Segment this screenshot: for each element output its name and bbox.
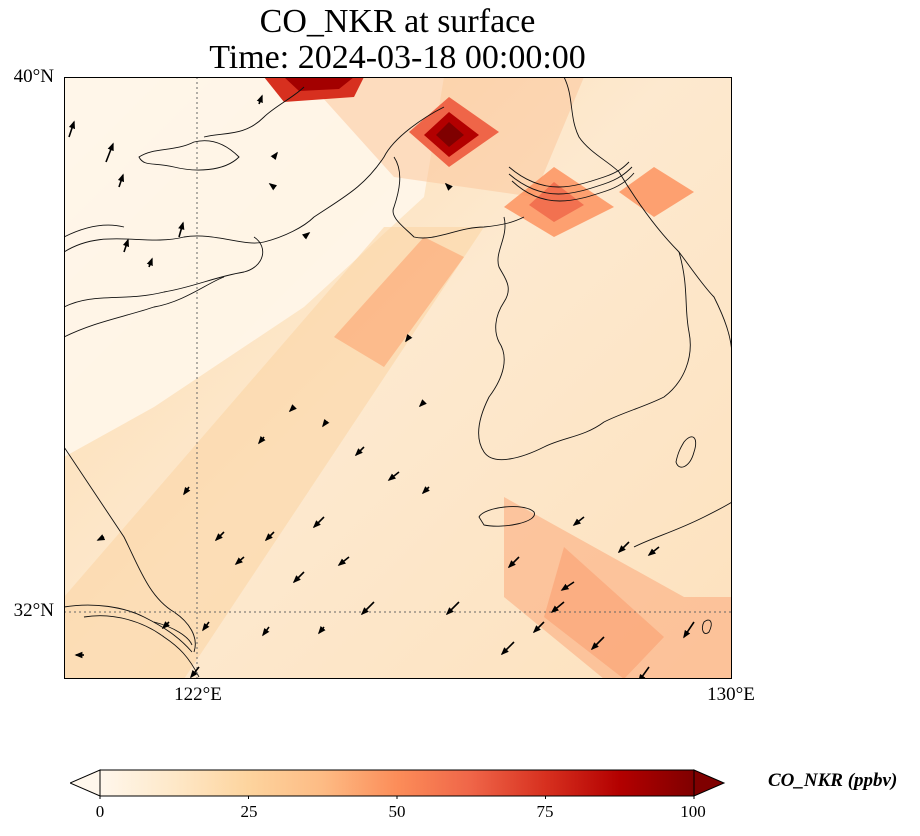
wind-arrow [312, 516, 325, 529]
colorbar-tick-0: 0 [95, 802, 105, 821]
wind-arrow [638, 666, 650, 678]
wind-arrow [354, 446, 365, 457]
coastline-tsushima [675, 436, 697, 468]
wind-arrow [317, 626, 326, 635]
coastline-peninsula [138, 140, 240, 171]
wind-arrow [270, 151, 278, 161]
colorbar-extend-min [70, 769, 101, 797]
chart-subtitle-time: Time: 2024-03-18 00:00:00 [209, 39, 586, 76]
coastline-shandong-north [64, 236, 264, 308]
colorbar-tick-50: 50 [388, 802, 406, 821]
wind-arrow [507, 556, 520, 569]
chart-title: CO_NKR at surface [259, 3, 536, 40]
wind-arrow [387, 471, 400, 481]
wind-arrow [532, 621, 545, 634]
wind-arrow [146, 257, 153, 268]
wind-arrow [572, 516, 585, 526]
wind-arrow [647, 546, 660, 556]
coastlines [64, 77, 731, 678]
low-concentration-region [64, 77, 444, 457]
wind-arrow [617, 541, 630, 554]
ytick-40n: 40°N [13, 66, 54, 87]
coastline-yangtze-north [64, 604, 193, 653]
wind-vectors [68, 94, 695, 678]
wind-arrow [360, 601, 375, 616]
wind-arrow [202, 621, 210, 632]
wind-arrow [683, 621, 695, 639]
east-china-sea-plume [504, 497, 731, 678]
yellow-sea-plume [334, 237, 464, 367]
wind-arrow [256, 94, 263, 105]
wind-arrow [288, 404, 297, 413]
wind-arrow [68, 120, 76, 138]
wind-arrow [550, 601, 565, 614]
wind-arrow [105, 142, 114, 163]
wind-arrow [183, 486, 191, 496]
wind-arrow [445, 601, 460, 616]
wind-arrow [161, 621, 170, 630]
coastline-jeju [478, 506, 535, 527]
wind-arrow [268, 183, 278, 191]
wind-arrow [122, 238, 130, 253]
wind-arrow [444, 182, 453, 191]
wind-arrow [96, 534, 106, 541]
coastline-kyushu [633, 502, 731, 548]
hotspot-dandong [409, 97, 499, 167]
map-frame [64, 77, 732, 679]
wind-arrow [214, 531, 225, 542]
wind-arrow [190, 666, 200, 678]
wind-arrow [234, 556, 245, 566]
coastline-nk-west [392, 156, 525, 239]
xtick-122e: 122°E [174, 684, 222, 705]
coastline-south-korea [478, 216, 691, 461]
wind-arrow [302, 232, 311, 240]
wind-arrow [117, 173, 125, 188]
colorbar-label: CO_NKR (ppbv) [768, 770, 898, 791]
dmz-line-1 [508, 161, 630, 188]
wind-arrow [257, 436, 266, 445]
wind-arrow [405, 333, 413, 343]
wind-arrow [560, 581, 575, 591]
colorbar-tick-100: 100 [680, 802, 706, 821]
colorbar-tick-75: 75 [536, 802, 554, 821]
hotspot-dmz-east [619, 167, 694, 217]
colorbar-gradient [99, 769, 695, 797]
colorbar [70, 769, 726, 799]
xtick-130e: 130°E [707, 684, 755, 705]
hotspot-dmz-west [504, 167, 614, 237]
coastline-shandong-south [64, 276, 225, 338]
wind-arrow [421, 486, 430, 495]
coastline-liaodong [64, 106, 445, 253]
wind-arrow [262, 626, 270, 637]
wind-arrow [590, 636, 605, 651]
wind-arrow [418, 399, 427, 408]
coastline-china-nk-border [563, 77, 620, 173]
map-plot[interactable] [64, 77, 732, 679]
coastline-yangtze-south [83, 615, 200, 678]
colorbar-extend-max [693, 769, 726, 797]
coastline-nk-east [618, 171, 731, 349]
ytick-32n: 32°N [13, 600, 54, 621]
dmz-line-3 [511, 172, 635, 202]
hotspot-north-border [264, 77, 364, 102]
wind-arrow [178, 221, 185, 238]
wind-arrow [322, 418, 330, 428]
wind-arrow [500, 641, 515, 656]
wind-arrow [264, 531, 275, 542]
dmz-line-2 [508, 166, 633, 195]
wind-arrow [337, 556, 350, 566]
wind-arrow [292, 571, 305, 584]
colorbar-tick-25: 25 [240, 802, 258, 821]
coastline-jiangsu [64, 446, 196, 653]
